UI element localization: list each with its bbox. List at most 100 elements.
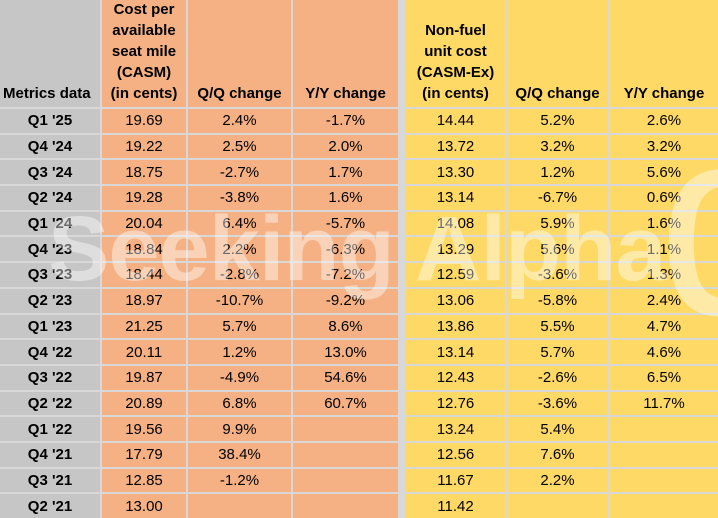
cell-casm-qq-change: 6.8% xyxy=(188,391,291,416)
cell-casmex: 14.08 xyxy=(406,211,505,236)
cell-casm-qq-change: 6.4% xyxy=(188,211,291,236)
cell-casm-yy-change xyxy=(293,417,398,441)
cell-casmex: 11.42 xyxy=(406,494,505,518)
row-label: Q1 '25 xyxy=(0,109,100,133)
cell-casmex-yy-change: 5.6% xyxy=(610,160,718,185)
cell-casm-qq-change: -4.9% xyxy=(188,365,291,390)
cell-casm-qq-change: 9.9% xyxy=(188,417,291,441)
row-label: Q2 '22 xyxy=(0,391,100,416)
section-gap xyxy=(400,340,404,364)
cell-casmex: 13.30 xyxy=(406,160,505,185)
col-header-casmex-yy-change: Y/Y change xyxy=(610,0,718,107)
cell-casm-qq-change: 1.2% xyxy=(188,340,291,364)
cell-casm-yy-change: -1.7% xyxy=(293,109,398,133)
col-header-casm: Cost per available seat mile (CASM) (in … xyxy=(102,0,186,107)
cell-casm-qq-change: 2.4% xyxy=(188,109,291,133)
row-label: Q1 '22 xyxy=(0,417,100,441)
cell-casmex-yy-change xyxy=(610,468,718,493)
cell-casmex: 12.59 xyxy=(406,263,505,287)
cell-casm-qq-change: -2.8% xyxy=(188,263,291,287)
cell-casm-yy-change xyxy=(293,442,398,467)
row-label: Q3 '24 xyxy=(0,160,100,185)
cell-casmex-qq-change: 2.2% xyxy=(507,468,608,493)
row-label: Q1 '23 xyxy=(0,314,100,339)
cell-casm: 18.97 xyxy=(102,288,186,313)
section-gap xyxy=(400,469,404,493)
cell-casm: 12.85 xyxy=(102,468,186,493)
row-label: Q4 '23 xyxy=(0,237,100,262)
cell-casm: 19.22 xyxy=(102,134,186,159)
cell-casmex-yy-change xyxy=(610,417,718,441)
cell-casmex-qq-change: -3.6% xyxy=(507,263,608,287)
cell-casmex-yy-change: 2.6% xyxy=(610,109,718,133)
cell-casm: 21.25 xyxy=(102,314,186,339)
section-gap xyxy=(400,443,404,467)
cell-casmex-qq-change: -5.8% xyxy=(507,288,608,313)
cell-casm: 18.84 xyxy=(102,237,186,262)
cell-casmex-qq-change: 1.2% xyxy=(507,160,608,185)
cell-casm-qq-change: 2.2% xyxy=(188,237,291,262)
cell-casm-yy-change: 54.6% xyxy=(293,365,398,390)
cell-casm: 13.00 xyxy=(102,494,186,518)
row-label: Q4 '21 xyxy=(0,442,100,467)
cell-casmex-qq-change xyxy=(507,494,608,518)
cell-casmex: 13.14 xyxy=(406,186,505,210)
section-gap xyxy=(400,366,404,390)
col-header-casmex: Non-fuel unit cost (CASM-Ex) (in cents) xyxy=(406,0,505,107)
cell-casm: 19.28 xyxy=(102,186,186,210)
cell-casmex-qq-change: 3.2% xyxy=(507,134,608,159)
section-gap xyxy=(400,135,404,159)
cell-casmex: 12.43 xyxy=(406,365,505,390)
cell-casmex: 13.29 xyxy=(406,237,505,262)
cell-casmex: 12.56 xyxy=(406,442,505,467)
cell-casmex-yy-change: 6.5% xyxy=(610,365,718,390)
cell-casmex: 13.72 xyxy=(406,134,505,159)
cell-casmex-yy-change: 1.6% xyxy=(610,211,718,236)
cell-casm-qq-change: -2.7% xyxy=(188,160,291,185)
cell-casmex: 13.86 xyxy=(406,314,505,339)
section-gap xyxy=(400,0,404,107)
cell-casm-qq-change: 2.5% xyxy=(188,134,291,159)
col-header-casm-yy-change: Y/Y change xyxy=(293,0,398,107)
cell-casmex-yy-change: 4.6% xyxy=(610,340,718,364)
cell-casm-qq-change: 38.4% xyxy=(188,442,291,467)
cell-casmex: 13.24 xyxy=(406,417,505,441)
row-label: Q1 '24 xyxy=(0,211,100,236)
col-header-casmex-qq-change: Q/Q change xyxy=(507,0,608,107)
cell-casmex-yy-change: 3.2% xyxy=(610,134,718,159)
cell-casmex-qq-change: -6.7% xyxy=(507,186,608,210)
cell-casmex-qq-change: 5.2% xyxy=(507,109,608,133)
cell-casm-yy-change: 8.6% xyxy=(293,314,398,339)
cell-casmex: 11.67 xyxy=(406,468,505,493)
cell-casm-yy-change: -5.7% xyxy=(293,211,398,236)
row-label: Q3 '22 xyxy=(0,365,100,390)
cell-casm: 18.75 xyxy=(102,160,186,185)
cell-casmex-qq-change: 5.6% xyxy=(507,237,608,262)
cell-casm-qq-change: -3.8% xyxy=(188,186,291,210)
cell-casm: 19.56 xyxy=(102,417,186,441)
section-gap xyxy=(400,289,404,313)
cell-casm-yy-change: 1.7% xyxy=(293,160,398,185)
row-label: Q3 '23 xyxy=(0,263,100,287)
cell-casmex-yy-change: 1.1% xyxy=(610,237,718,262)
section-gap xyxy=(400,160,404,184)
section-gap xyxy=(400,494,404,518)
row-label: Q2 '24 xyxy=(0,186,100,210)
section-gap xyxy=(400,237,404,261)
cell-casm-yy-change: -9.2% xyxy=(293,288,398,313)
cell-casmex-qq-change: 7.6% xyxy=(507,442,608,467)
cell-casm: 17.79 xyxy=(102,442,186,467)
section-gap xyxy=(400,392,404,416)
cell-casm: 20.04 xyxy=(102,211,186,236)
cell-casmex-qq-change: 5.7% xyxy=(507,340,608,364)
cell-casm: 18.44 xyxy=(102,263,186,287)
row-label: Q4 '22 xyxy=(0,340,100,364)
cell-casm-yy-change: 60.7% xyxy=(293,391,398,416)
cell-casmex-yy-change: 1.3% xyxy=(610,263,718,287)
cell-casmex-yy-change xyxy=(610,494,718,518)
cell-casm-yy-change: -7.2% xyxy=(293,263,398,287)
section-gap xyxy=(400,109,404,133)
section-gap xyxy=(400,212,404,236)
